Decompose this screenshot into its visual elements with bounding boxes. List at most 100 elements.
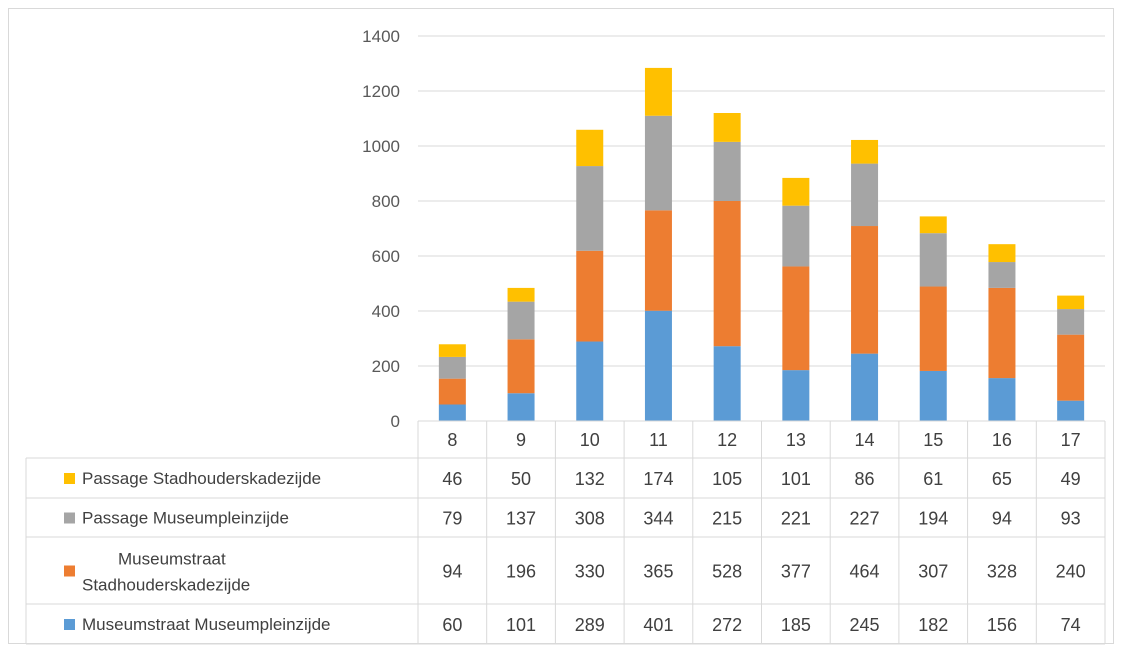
- bars: [438, 67, 1085, 421]
- data-label: 156: [987, 615, 1017, 635]
- bar-segment: [851, 163, 879, 227]
- data-label: 94: [992, 509, 1012, 529]
- y-tick-label: 1000: [362, 137, 400, 156]
- bar-segment: [507, 339, 535, 394]
- bar-segment: [713, 141, 741, 201]
- data-label: 308: [575, 509, 605, 529]
- bar-segment: [438, 356, 466, 379]
- data-label: 377: [781, 562, 811, 582]
- bar-segment: [713, 346, 741, 421]
- legend-label: Passage Museumpleinzijde: [82, 509, 289, 528]
- x-category-label: 16: [992, 430, 1012, 450]
- bar-segment: [851, 139, 879, 164]
- data-label: 86: [855, 469, 875, 489]
- data-label: 49: [1061, 469, 1081, 489]
- y-tick-label: 800: [372, 192, 400, 211]
- bar-segment: [644, 115, 672, 211]
- bar-segment: [782, 370, 810, 421]
- bar-segment: [919, 216, 947, 234]
- bar-segment: [576, 129, 604, 167]
- data-label: 344: [643, 509, 673, 529]
- data-label: 196: [506, 562, 536, 582]
- bar-segment: [644, 210, 672, 311]
- data-label: 137: [506, 509, 536, 529]
- bar-segment: [1057, 334, 1085, 401]
- bar-segment: [988, 244, 1016, 263]
- y-tick-label: 600: [372, 247, 400, 266]
- bar-segment: [1057, 400, 1085, 421]
- legend-label: Museumstraat Museumpleinzijde: [82, 615, 331, 634]
- data-label: 79: [442, 509, 462, 529]
- data-label: 50: [511, 469, 531, 489]
- x-category-label: 14: [855, 430, 875, 450]
- data-label: 101: [781, 469, 811, 489]
- data-label: 65: [992, 469, 1012, 489]
- y-axis-ticks: 0 200 400 600 800 1000 1200 1400: [362, 27, 400, 431]
- bar-segment: [919, 233, 947, 287]
- bar-segment: [576, 166, 604, 251]
- data-label: 365: [643, 562, 673, 582]
- bar-segment: [851, 226, 879, 354]
- data-label: 215: [712, 509, 742, 529]
- x-category-label: 17: [1061, 430, 1081, 450]
- bar-segment: [782, 177, 810, 206]
- legend-swatch: [64, 619, 75, 630]
- legend-label: Stadhouderskadezijde: [82, 576, 250, 595]
- data-label: 74: [1061, 615, 1081, 635]
- data-table: 8 9 10 11 12 13 14 15 16 17 Passage Stadhouderskad…: [25, 420, 1106, 645]
- bar-segment: [438, 378, 466, 405]
- x-category-label: 11: [649, 430, 668, 450]
- data-label: 61: [923, 469, 943, 489]
- bar-segment: [988, 378, 1016, 421]
- data-label: 307: [918, 562, 948, 582]
- bar-segment: [919, 370, 947, 421]
- bar-segment: [438, 404, 466, 421]
- y-tick-label: 400: [372, 302, 400, 321]
- y-tick-label: 1200: [362, 82, 400, 101]
- bar-segment: [576, 250, 604, 342]
- data-label: 401: [643, 615, 673, 635]
- x-category-label: 9: [516, 430, 526, 450]
- data-label: 272: [712, 615, 742, 635]
- y-tick-label: 0: [391, 412, 400, 431]
- bar-segment: [782, 205, 810, 267]
- data-label: 194: [918, 509, 948, 529]
- bar-segment: [644, 67, 672, 116]
- bar-segment: [988, 287, 1016, 379]
- x-category-label: 10: [580, 430, 600, 450]
- data-label: 464: [850, 562, 880, 582]
- data-label: 101: [506, 615, 536, 635]
- bar-segment: [1057, 295, 1085, 310]
- x-category-label: 13: [786, 430, 806, 450]
- x-category-label: 8: [447, 430, 457, 450]
- data-label: 227: [850, 509, 880, 529]
- x-category-label: 15: [923, 430, 943, 450]
- legend-label: Passage Stadhouderskadezijde: [82, 469, 321, 488]
- legend-label: Museumstraat: [118, 550, 226, 569]
- bar-segment: [988, 262, 1016, 288]
- data-label: 221: [781, 509, 811, 529]
- bar-segment: [1057, 309, 1085, 335]
- bar-segment: [851, 353, 879, 421]
- bar-segment: [576, 341, 604, 421]
- bar-segment: [507, 301, 535, 340]
- data-label: 245: [850, 615, 880, 635]
- data-label: 132: [575, 469, 605, 489]
- legend-swatch: [64, 565, 75, 577]
- data-label: 93: [1061, 509, 1081, 529]
- data-label: 94: [442, 562, 462, 582]
- y-tick-label: 200: [372, 357, 400, 376]
- data-label: 289: [575, 615, 605, 635]
- bar-segment: [919, 286, 947, 371]
- bar-segment: [507, 287, 535, 302]
- data-label: 328: [987, 562, 1017, 582]
- data-label: 528: [712, 562, 742, 582]
- data-label: 174: [643, 469, 673, 489]
- data-label: 60: [442, 615, 462, 635]
- legend-swatch: [64, 512, 75, 524]
- data-label: 330: [575, 562, 605, 582]
- y-tick-label: 1400: [362, 27, 400, 46]
- bar-segment: [438, 344, 466, 357]
- legend-swatch: [64, 473, 75, 484]
- data-label: 46: [442, 469, 462, 489]
